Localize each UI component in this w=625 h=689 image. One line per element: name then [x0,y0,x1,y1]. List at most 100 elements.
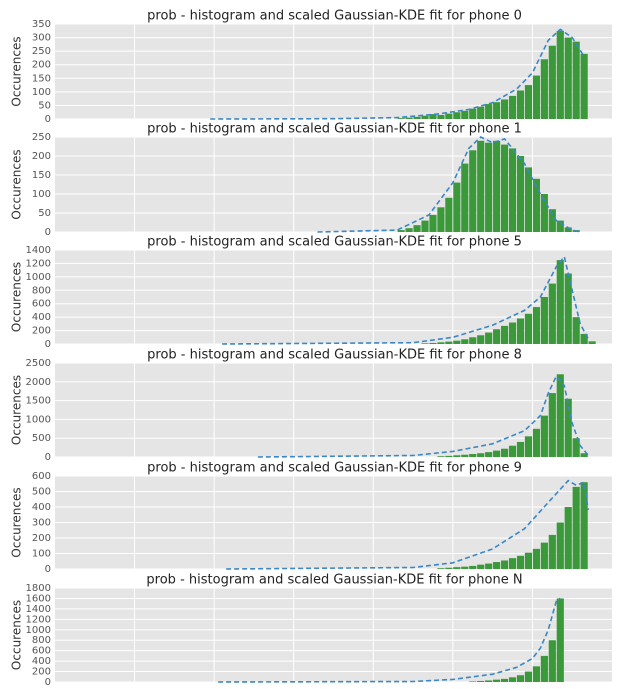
bar [548,534,556,569]
bar [477,140,485,232]
bar [477,680,485,682]
y-tick-label: 1400 [26,245,51,256]
bar [453,455,461,457]
bar [397,230,405,232]
bar [516,555,525,569]
bar [572,486,580,569]
bar [580,53,588,119]
bar [493,140,501,232]
bar [421,220,429,232]
bar [469,453,477,457]
y-tick-label: 0 [45,452,51,463]
y-tick-label: 50 [38,208,51,219]
bar [564,398,572,457]
bar [413,225,421,232]
bar [477,453,485,457]
bar [477,335,485,344]
bar [508,445,517,457]
bar [556,220,564,232]
bar [445,197,453,232]
bar [540,415,548,457]
y-axis-label: Occurences [10,262,24,332]
bar [564,227,572,232]
y-axis-label: Occurences [10,149,24,219]
y-tick-label: 300 [32,33,51,44]
kde-line [218,597,561,683]
bar [429,214,437,232]
bar [437,342,445,344]
bar [485,142,493,232]
y-axis-label: Occurences [10,36,24,106]
bar [461,110,469,119]
bar [469,681,477,682]
y-tick-label: 350 [32,19,51,30]
y-axis-label: Occurences [10,487,24,557]
y-tick-label: 200 [32,667,51,678]
y-tick-label: 0 [45,114,51,125]
bar [508,148,517,232]
bar [437,456,445,457]
y-tick-label: 2500 [26,358,51,369]
bar [501,678,509,682]
bar [540,59,548,119]
bar [524,671,533,682]
bar [469,150,477,232]
bar [540,542,548,569]
bar [516,441,525,457]
bar [516,90,525,119]
y-tick-label: 1000 [26,414,51,425]
bar [564,37,572,120]
bar [572,317,580,344]
bar [453,567,461,569]
bar [532,548,540,569]
bar [485,680,493,682]
bar [437,207,445,232]
bar [508,322,517,344]
kde-line [210,28,585,120]
chart-title: prob - histogram and scaled Gaussian-KDE… [147,9,522,24]
bar [556,260,564,344]
bar [493,679,501,682]
bar [572,438,580,457]
y-tick-label: 400 [32,656,51,667]
bar [485,452,493,457]
chart-title: prob - histogram and scaled Gaussian-KDE… [147,461,522,476]
y-tick-label: 0 [45,564,51,575]
y-axis-label: Occurences [10,600,24,670]
bar [493,102,501,119]
y-tick-label: 1400 [26,604,51,615]
chart-title: prob - histogram and scaled Gaussian-KDE… [147,122,522,137]
y-tick-label: 0 [45,677,51,685]
y-tick-label: 500 [32,433,51,444]
bar [556,30,564,120]
bar [580,333,588,344]
y-tick-label: 150 [32,170,51,181]
bar [461,339,469,344]
bar [508,95,517,119]
bar [532,666,540,682]
y-tick-label: 100 [32,189,51,200]
bar [524,167,533,232]
bar [524,85,533,119]
bar [564,273,572,344]
bar [445,455,453,457]
y-tick-label: 200 [32,326,51,337]
y-tick-label: 200 [32,60,51,71]
y-tick-label: 800 [32,635,51,646]
bar [469,565,477,569]
kde-line [257,374,589,458]
bar [572,41,580,120]
bar [540,194,548,232]
kde-line [226,479,589,570]
bar [501,99,509,119]
bar [564,507,572,569]
bar [501,448,509,457]
y-axis-label: Occurences [10,375,24,445]
bar [469,337,477,344]
bar [516,156,525,232]
kde-line [317,136,581,233]
bar [429,114,437,119]
plot-area [55,588,612,682]
y-tick-label: 600 [32,646,51,657]
